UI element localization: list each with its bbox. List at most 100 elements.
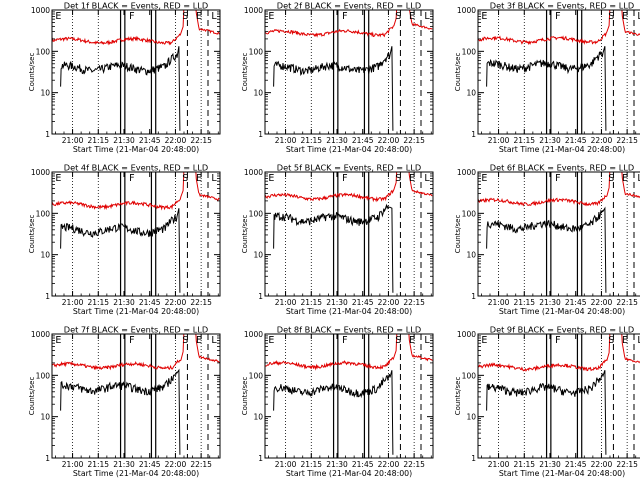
state-marker-label: E [622,11,628,22]
y-tick-label: 10 [40,89,50,98]
lld-series-line [478,10,640,46]
chart-panel: Det 7f BLACK = Events, RED = LLD 1 10 100 10… [28,325,221,478]
y-tick-label: 10 [253,251,263,260]
x-axis-label: Start Time (21-Mar-04 20:48:00) [286,469,412,478]
y-axis-label: Counts/sec [241,53,249,92]
axes-frame [264,171,434,297]
x-tick-label: 22:15 [616,136,638,145]
y-tick-label: 1 [258,454,263,463]
x-tick-label: 21:45 [352,460,374,469]
x-tick-label: 21:15 [513,298,535,307]
chart-panel: Det 6f BLACK = Events, RED = LLD 1 10 100 10… [454,163,640,316]
x-tick-label: 21:30 [539,298,561,307]
x-tick-label: 22:15 [190,460,212,469]
events-series-line [486,46,607,131]
state-marker-label: F [555,173,560,184]
chart-title: Det 9f BLACK = Events, RED = LLD [490,325,634,335]
state-marker-label: F [555,335,560,346]
state-marker-label: E [268,173,274,184]
x-tick-label: 21:45 [565,460,587,469]
x-axis-label: Start Time (21-Mar-04 20:48:00) [499,307,625,316]
plot-area [52,10,220,134]
chart-panel: Det 3f BLACK = Events, RED = LLD 1 10 100 10… [454,1,640,154]
y-tick-label: 1 [471,454,476,463]
axes-frame [51,333,221,459]
y-tick-label: 1 [258,292,263,301]
chart-panel: Det 9f BLACK = Events, RED = LLD 1 10 100 10… [454,325,640,478]
state-marker-label: F [342,173,347,184]
chart-panel: Det 1f BLACK = Events, RED = LLD 1 10 100 10… [28,1,221,154]
y-tick-label: 100 [36,47,51,56]
x-tick-label: 22:00 [165,136,187,145]
y-tick-label: 1000 [31,330,50,339]
x-tick-label: 21:45 [565,136,587,145]
y-tick-label: 1 [45,292,50,301]
state-marker-label: S [182,335,188,346]
plot-area [52,172,220,296]
x-tick-label: 22:00 [378,298,400,307]
x-axis-label: Start Time (21-Mar-04 20:48:00) [286,145,412,154]
state-marker-label: L [211,335,217,346]
axes-frame [51,171,221,297]
lld-series-line [478,172,640,207]
y-tick-label: 10 [253,89,263,98]
state-marker-label: E [55,11,61,22]
y-tick-label: 1000 [244,6,263,15]
lld-series-line [265,172,433,203]
state-marker-label: L [424,173,430,184]
x-tick-label: 21:30 [326,298,348,307]
state-marker-label: F [129,335,134,346]
y-tick-label: 1 [471,130,476,139]
state-marker-label: S [608,11,614,22]
x-tick-label: 21:15 [87,460,109,469]
y-axis-label: Counts/sec [454,53,462,92]
chart-title: Det 3f BLACK = Events, RED = LLD [490,1,634,11]
x-axis-label: Start Time (21-Mar-04 20:48:00) [286,307,412,316]
x-tick-label: 21:00 [62,298,84,307]
y-tick-label: 1000 [244,168,263,177]
y-tick-label: 100 [462,371,477,380]
y-tick-label: 1 [45,454,50,463]
x-tick-label: 22:15 [616,460,638,469]
state-marker-label: F [129,11,134,22]
state-marker-label: S [182,11,188,22]
lld-series-line [52,10,220,46]
x-tick-label: 21:30 [326,460,348,469]
plot-area [478,334,640,458]
lld-series-line [52,172,220,211]
chart-title: Det 4f BLACK = Events, RED = LLD [64,163,208,173]
state-marker-label: S [608,335,614,346]
x-tick-label: 21:15 [513,460,535,469]
plot-area [265,334,433,458]
y-tick-label: 1000 [457,6,476,15]
x-tick-label: 21:00 [488,136,510,145]
state-marker-label: L [637,173,640,184]
chart-title: Det 1f BLACK = Events, RED = LLD [64,1,208,11]
events-series-line [273,203,394,293]
state-marker-label: L [637,11,640,22]
x-tick-label: 21:45 [139,298,161,307]
state-marker-label: L [424,335,430,346]
x-axis-label: Start Time (21-Mar-04 20:48:00) [73,145,199,154]
x-tick-label: 21:30 [326,136,348,145]
y-axis-label: Counts/sec [241,215,249,254]
chart-title: Det 2f BLACK = Events, RED = LLD [277,1,421,11]
events-series-line [486,206,607,293]
state-marker-label: E [481,335,487,346]
plot-area [265,10,433,134]
x-tick-label: 21:45 [565,298,587,307]
axes-frame [264,9,434,135]
lld-series-line [52,334,220,371]
y-tick-label: 10 [40,251,50,260]
y-axis-label: Counts/sec [241,377,249,416]
state-marker-label: F [342,11,347,22]
x-tick-label: 21:45 [352,298,374,307]
chart-title: Det 6f BLACK = Events, RED = LLD [490,163,634,173]
y-tick-label: 1 [45,130,50,139]
state-marker-label: S [395,173,401,184]
y-tick-label: 100 [462,47,477,56]
x-tick-label: 22:15 [403,460,425,469]
x-tick-label: 21:30 [113,298,135,307]
axes-frame [51,9,221,135]
state-marker-label: F [129,173,134,184]
